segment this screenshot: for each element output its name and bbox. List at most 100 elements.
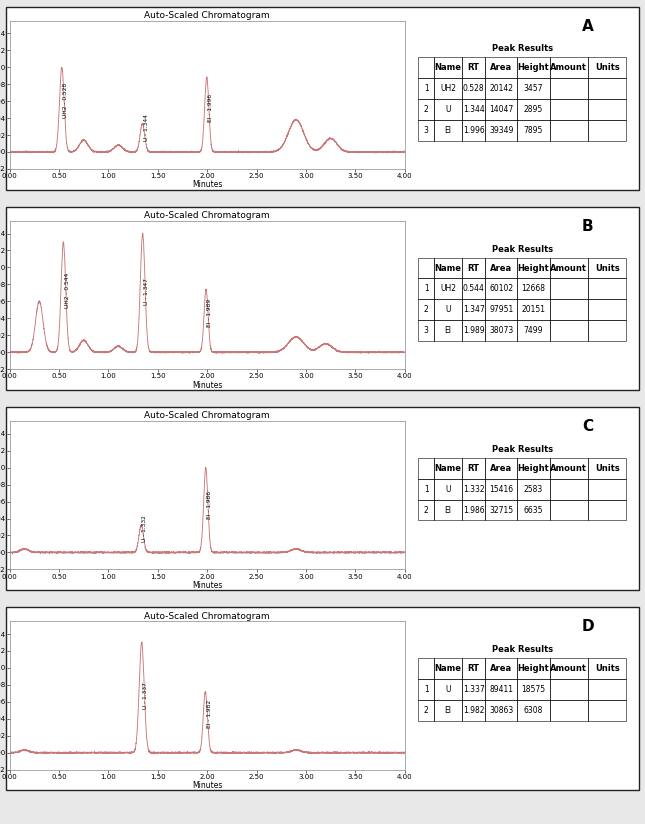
- Text: 89411: 89411: [489, 685, 513, 694]
- Text: Units: Units: [595, 464, 620, 473]
- Title: Auto-Scaled Chromatogram: Auto-Scaled Chromatogram: [144, 611, 270, 620]
- Bar: [419, 58, 434, 78]
- Text: 2583: 2583: [524, 485, 543, 494]
- Text: 1.344: 1.344: [462, 105, 484, 114]
- Bar: [517, 321, 550, 341]
- Bar: [462, 58, 485, 78]
- Bar: [588, 299, 626, 321]
- Bar: [517, 458, 550, 479]
- Bar: [550, 299, 588, 321]
- Text: 2: 2: [424, 506, 429, 514]
- Text: RT: RT: [468, 664, 480, 673]
- Bar: [419, 279, 434, 299]
- Text: 14047: 14047: [489, 105, 513, 114]
- Text: Name: Name: [435, 63, 462, 73]
- Text: 7895: 7895: [524, 126, 543, 135]
- Bar: [462, 479, 485, 499]
- Text: Peak Results: Peak Results: [492, 44, 553, 54]
- Bar: [588, 479, 626, 499]
- Text: U: U: [446, 685, 451, 694]
- Text: EI: EI: [444, 706, 452, 714]
- Bar: [434, 700, 462, 721]
- Bar: [517, 679, 550, 700]
- Bar: [419, 120, 434, 141]
- Bar: [588, 499, 626, 521]
- Bar: [588, 321, 626, 341]
- Text: Area: Area: [490, 664, 512, 673]
- Text: A: A: [582, 19, 593, 34]
- Bar: [434, 321, 462, 341]
- Text: U: U: [446, 105, 451, 114]
- Bar: [462, 279, 485, 299]
- Text: 20142: 20142: [489, 84, 513, 93]
- Text: UH2: UH2: [440, 284, 456, 293]
- Title: Auto-Scaled Chromatogram: Auto-Scaled Chromatogram: [144, 411, 270, 420]
- Text: 1: 1: [424, 284, 429, 293]
- Text: EI - 1.986: EI - 1.986: [207, 490, 212, 518]
- Text: 1: 1: [424, 685, 429, 694]
- Bar: [550, 700, 588, 721]
- Bar: [485, 658, 517, 679]
- Text: Amount: Amount: [550, 63, 587, 73]
- Bar: [550, 679, 588, 700]
- Bar: [517, 658, 550, 679]
- Text: 30863: 30863: [489, 706, 513, 714]
- Bar: [517, 99, 550, 120]
- Text: 15416: 15416: [489, 485, 513, 494]
- Text: Peak Results: Peak Results: [492, 445, 553, 454]
- Bar: [462, 658, 485, 679]
- Bar: [517, 120, 550, 141]
- Text: U: U: [446, 485, 451, 494]
- Text: EI: EI: [444, 126, 452, 135]
- Bar: [588, 258, 626, 279]
- Text: RT: RT: [468, 464, 480, 473]
- Text: EI - 1.989: EI - 1.989: [207, 299, 212, 327]
- Bar: [550, 499, 588, 521]
- Text: 3: 3: [424, 326, 429, 335]
- Bar: [485, 679, 517, 700]
- Bar: [588, 120, 626, 141]
- X-axis label: Minutes: Minutes: [192, 381, 223, 390]
- Bar: [462, 258, 485, 279]
- Bar: [517, 258, 550, 279]
- Bar: [434, 279, 462, 299]
- Text: Height: Height: [517, 264, 550, 273]
- Text: UH2 - 0.544: UH2 - 0.544: [64, 273, 70, 308]
- Bar: [550, 78, 588, 99]
- Text: EI - 1.982: EI - 1.982: [206, 700, 212, 728]
- Bar: [462, 299, 485, 321]
- Bar: [588, 58, 626, 78]
- Text: EI - 1.996: EI - 1.996: [208, 94, 213, 122]
- Bar: [588, 700, 626, 721]
- Bar: [462, 321, 485, 341]
- Text: RT: RT: [468, 264, 480, 273]
- Bar: [419, 479, 434, 499]
- Bar: [462, 78, 485, 99]
- Text: Name: Name: [435, 264, 462, 273]
- Text: U - 1.344: U - 1.344: [144, 114, 148, 141]
- Bar: [517, 499, 550, 521]
- Bar: [462, 700, 485, 721]
- Bar: [485, 120, 517, 141]
- Bar: [588, 658, 626, 679]
- Bar: [485, 458, 517, 479]
- Bar: [550, 321, 588, 341]
- Bar: [517, 299, 550, 321]
- Text: UH2: UH2: [440, 84, 456, 93]
- Bar: [462, 679, 485, 700]
- Text: Units: Units: [595, 63, 620, 73]
- Bar: [462, 499, 485, 521]
- Bar: [419, 658, 434, 679]
- Bar: [434, 679, 462, 700]
- Text: 20151: 20151: [521, 306, 546, 314]
- Text: 6308: 6308: [524, 706, 543, 714]
- Bar: [419, 299, 434, 321]
- Bar: [485, 700, 517, 721]
- Text: 2: 2: [424, 306, 429, 314]
- Text: Units: Units: [595, 264, 620, 273]
- Bar: [550, 479, 588, 499]
- Text: C: C: [582, 419, 593, 434]
- Bar: [517, 700, 550, 721]
- Bar: [485, 279, 517, 299]
- Bar: [485, 58, 517, 78]
